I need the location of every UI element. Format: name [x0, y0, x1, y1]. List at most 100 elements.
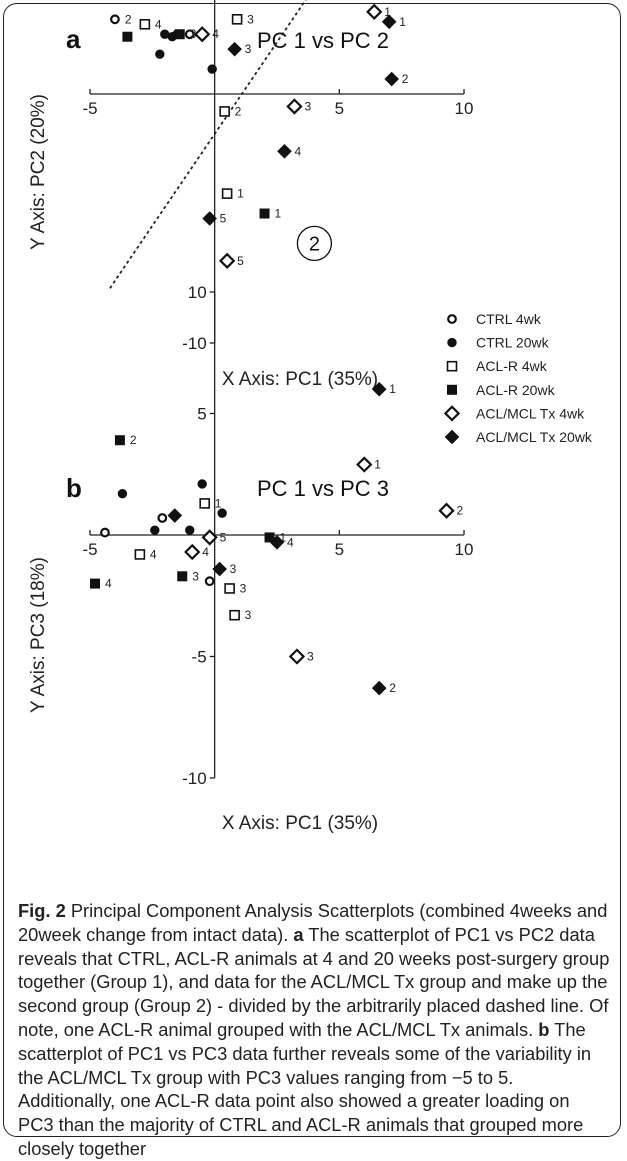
point-label: 1	[399, 15, 406, 29]
panel-title: PC 1 vs PC 3	[257, 476, 389, 501]
data-point	[286, 98, 303, 115]
data-point	[155, 49, 165, 59]
point-label: 4	[212, 27, 219, 41]
data-point	[167, 508, 183, 523]
panel-b: b PC 1 vs PC 3 -5 5 10 -10 -5 5 10 X Axis: PC1 (3…	[28, 283, 473, 834]
data-point	[371, 680, 387, 696]
x-tick-label: 5	[335, 99, 344, 118]
data-point	[217, 508, 227, 518]
x-tick-label: -5	[82, 540, 97, 559]
data-point	[114, 435, 125, 446]
data-point	[117, 488, 128, 499]
point-label: 3	[245, 608, 252, 622]
point-label: 5	[220, 530, 227, 544]
point-label: 3	[192, 569, 199, 583]
data-point	[177, 571, 188, 582]
data-point	[227, 41, 242, 57]
series-acl-mcl-tx-20wk: 3 4 1 2 5	[202, 14, 409, 226]
legend-marker	[444, 429, 460, 445]
series-acl-r-20wk: 2 4 3 1	[89, 433, 287, 591]
data-point	[197, 479, 207, 489]
data-point	[157, 513, 168, 523]
y-tick-label: -10	[182, 334, 207, 353]
data-point	[277, 143, 292, 159]
series-acl-mcl-tx-4wk: 5 4 3 1 2	[184, 456, 464, 665]
data-point	[356, 456, 373, 473]
series-acl-r-4wk: 4 3 2 1	[139, 12, 254, 201]
legend-marker	[443, 405, 461, 422]
point-label: 4	[105, 577, 112, 591]
y-tick-label: -10	[182, 769, 207, 788]
data-point	[139, 18, 151, 30]
series-ctrl-4wk	[100, 513, 215, 587]
y-tick-label: -5	[192, 648, 207, 667]
data-point	[218, 252, 236, 269]
point-label: 1	[280, 530, 287, 544]
data-point	[110, 14, 120, 25]
point-label: 2	[457, 504, 464, 518]
data-point	[201, 529, 218, 546]
panel-title: PC 1 vs PC 2	[257, 28, 389, 53]
point-label: 3	[307, 650, 314, 664]
point-label: 1	[389, 382, 396, 396]
legend-marker	[447, 337, 457, 348]
point-label: 1	[374, 458, 381, 472]
group-label: 2	[309, 233, 320, 255]
series-acl-r-20wk: 4 3 1	[115, 0, 282, 221]
y-tick-label: 5	[197, 405, 206, 424]
x-tick-label: 5	[335, 540, 344, 559]
data-point	[288, 648, 306, 665]
data-point	[231, 14, 243, 25]
figure-frame	[3, 3, 621, 1137]
point-label: 4	[287, 535, 294, 549]
point-label: 3	[247, 12, 254, 26]
caption-a-label: a	[293, 923, 304, 945]
legend-marker	[446, 360, 458, 372]
group-label-circle	[296, 225, 333, 262]
point-label: 3	[240, 581, 247, 595]
x-axis-title: X Axis: PC1 (35%)	[222, 369, 378, 390]
series-ctrl-20wk	[155, 29, 217, 74]
data-point	[366, 3, 383, 20]
data-point	[184, 29, 195, 40]
legend-marker	[447, 314, 457, 324]
point-label: 1	[215, 496, 222, 510]
legend: CTRL 4wk CTRL 20wk ACL-R 4wk ACL-R 20wk ACL/…	[443, 311, 593, 445]
data-point	[269, 534, 285, 550]
data-point	[100, 527, 110, 538]
caption-fig-title: Principal Component Analysis Scatterplot…	[18, 900, 608, 945]
data-point	[204, 576, 215, 587]
point-label: 2	[402, 72, 409, 86]
point-label: 5	[220, 212, 227, 226]
point-label: 2	[130, 433, 137, 447]
caption-fig-label: Fig. 2	[18, 900, 66, 921]
point-label: 4	[155, 17, 162, 31]
figure-caption: Fig. 2 Principal Component Analysis Scat…	[18, 899, 610, 1161]
data-point	[221, 188, 233, 199]
legend-label: ACL/MCL Tx 20wk	[476, 429, 593, 445]
series-acl-mcl-tx-4wk: 4 3 1 2 5	[194, 3, 391, 269]
data-point	[438, 502, 455, 519]
legend-label: CTRL 20wk	[476, 335, 550, 351]
point-label: 2	[235, 104, 242, 118]
x-tick-label: 10	[455, 540, 474, 559]
caption-b-label: b	[538, 1018, 550, 1040]
data-point	[371, 381, 387, 397]
data-point	[194, 26, 211, 43]
data-point	[89, 578, 100, 589]
data-point	[207, 64, 217, 74]
panel-a: a PC 1 vs PC 2 -5 5 10 -10 X Axis: PC1 (35%) Y …	[28, 0, 593, 445]
data-point	[264, 532, 275, 543]
data-point	[122, 31, 133, 42]
point-label: 3	[230, 562, 237, 576]
data-point	[259, 208, 270, 219]
point-label: 4	[115, 0, 122, 1]
data-point	[381, 14, 397, 30]
point-label: 3	[245, 42, 252, 56]
point-label: 1	[275, 207, 282, 221]
y-axis-title: Y Axis: PC2 (20%)	[28, 94, 49, 250]
divider-line	[109, 0, 307, 289]
data-point	[224, 583, 235, 594]
